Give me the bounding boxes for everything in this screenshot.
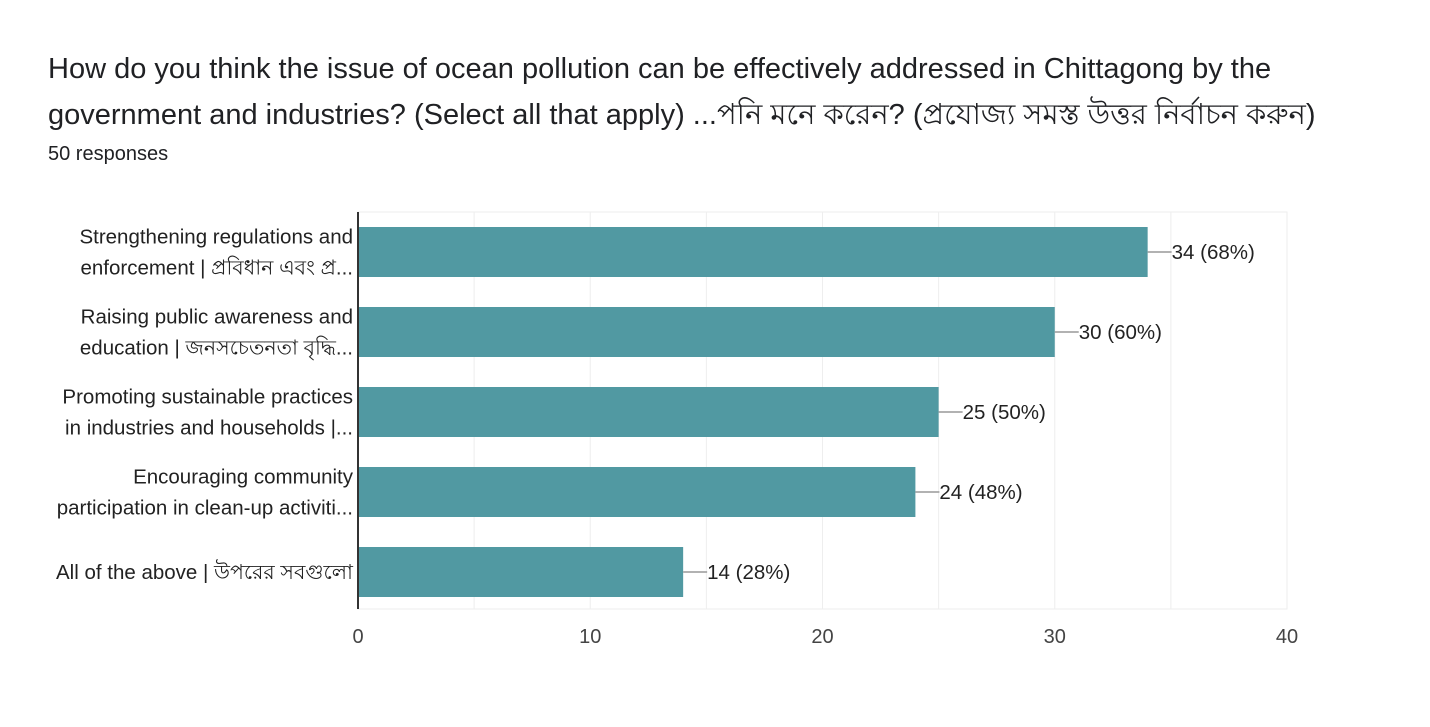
bar (358, 387, 939, 437)
data-label: 30 (60%) (1079, 321, 1162, 344)
bar (358, 547, 684, 597)
data-label: 25 (50%) (963, 401, 1046, 424)
data-label: 14 (28%) (707, 561, 790, 584)
data-label: 34 (68%) (1172, 241, 1255, 264)
category-label: education | জনসচেতনতা বৃদ্ধি... (80, 336, 353, 361)
x-tick-label: 0 (352, 626, 363, 648)
category-label: All of the above | উপরের সবগুলো (56, 559, 354, 584)
x-tick-label: 30 (1044, 626, 1066, 648)
category-label: Strengthening regulations and (79, 226, 353, 249)
bar (358, 307, 1055, 357)
category-label: in industries and households |... (65, 417, 353, 440)
bar (358, 227, 1148, 277)
question-title: How do you think the issue of ocean poll… (48, 53, 1316, 131)
category-label: Promoting sustainable practices (62, 386, 353, 409)
x-tick-label: 40 (1276, 626, 1298, 648)
data-label: 24 (48%) (939, 481, 1022, 504)
category-label: enforcement | প্রবিধান এবং প্র... (80, 256, 353, 280)
category-label: Raising public awareness and (81, 306, 353, 329)
response-count: 50 responses (48, 143, 169, 165)
bar (358, 467, 916, 517)
category-label: Encouraging community (133, 466, 354, 489)
x-tick-label: 20 (811, 626, 833, 648)
x-tick-label: 10 (579, 626, 601, 648)
category-label: participation in clean-up activiti... (57, 497, 353, 520)
